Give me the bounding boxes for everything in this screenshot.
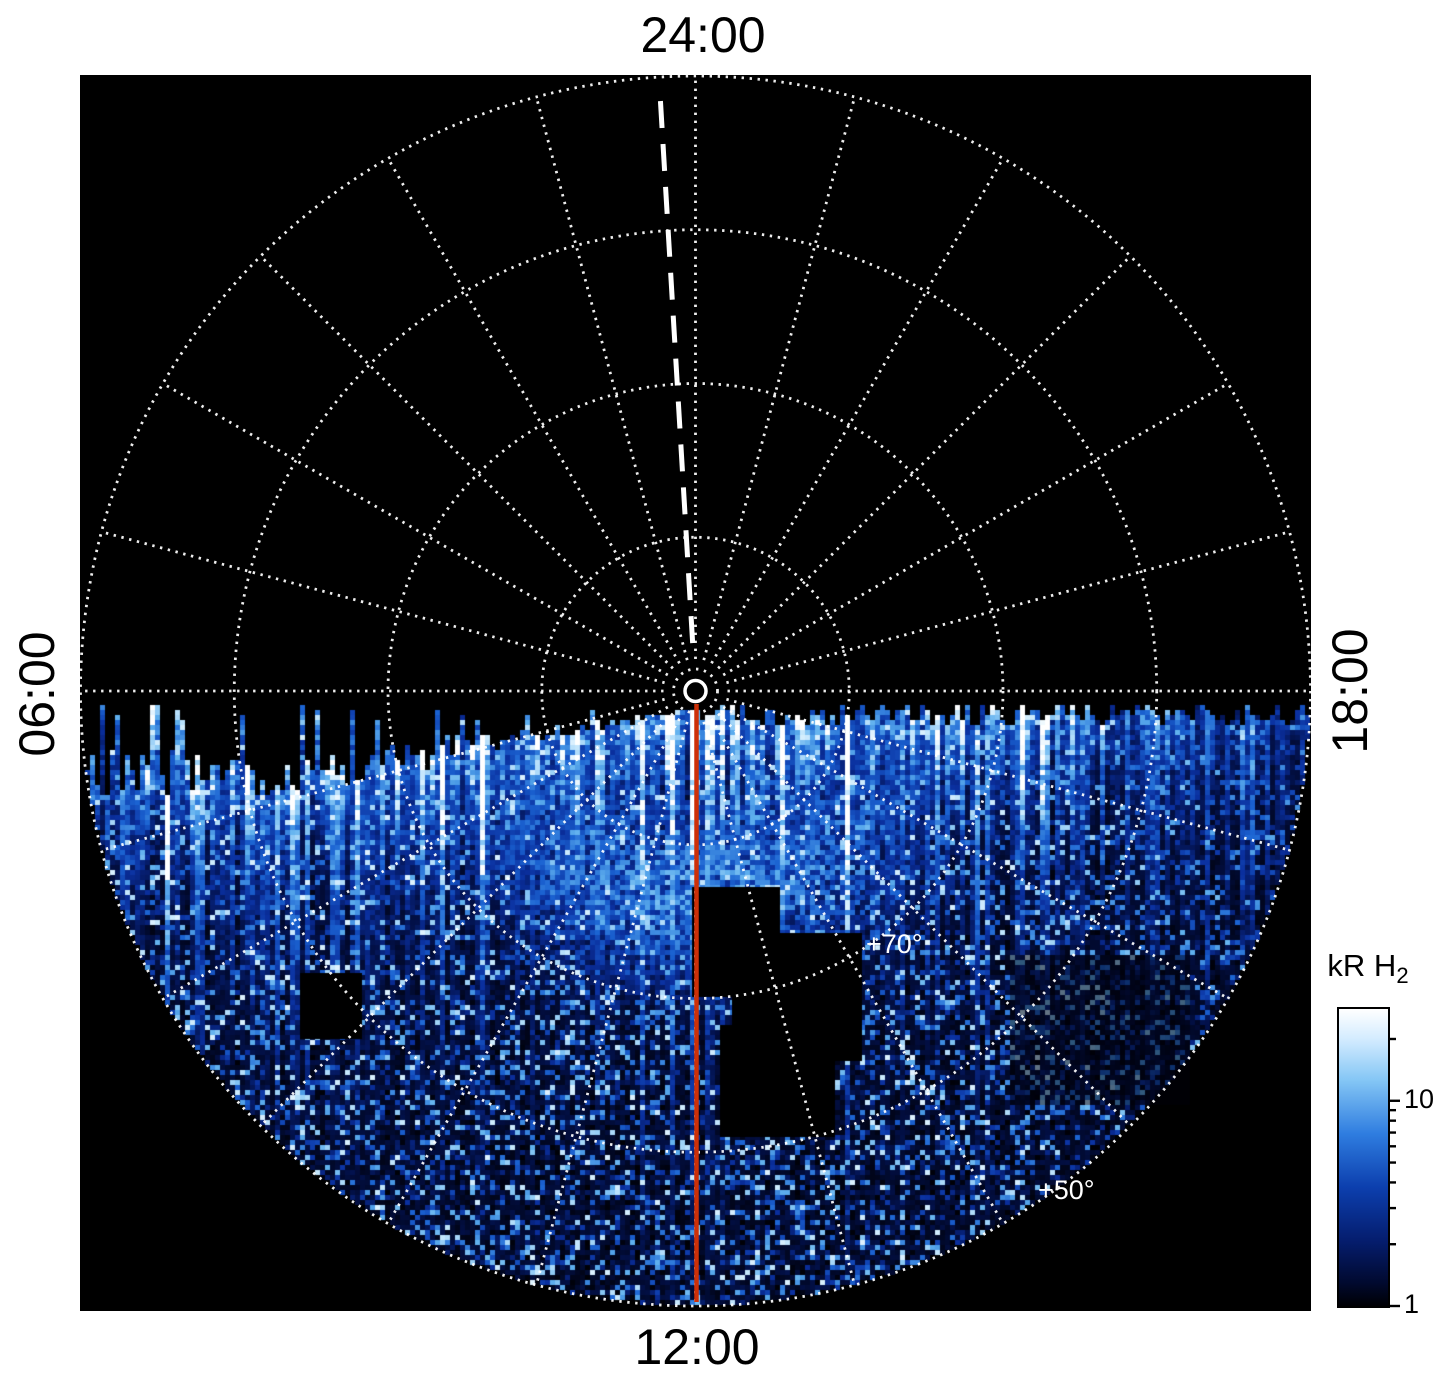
colorbar-tick-label-1: 1 <box>1404 1289 1420 1319</box>
latitude-ring <box>80 75 1311 1308</box>
colorbar-tick-label-10: 10 <box>1404 1083 1435 1114</box>
local-time-spoke <box>702 721 857 1286</box>
time-label-2400: 24:00 <box>640 7 766 63</box>
local-time-spoke <box>722 382 1229 677</box>
local-time-spoke <box>726 697 1290 852</box>
local-time-spoke <box>162 382 669 677</box>
local-time-spoke <box>722 705 1229 1000</box>
polar-plot-area: +70° +50° <box>80 75 1311 1311</box>
local-time-spoke <box>710 718 1005 1225</box>
polar-grid-overlay: +70° +50° <box>80 75 1311 1308</box>
local-time-spoke <box>702 96 857 661</box>
local-time-spoke <box>534 721 689 1286</box>
time-label-1200: 12:00 <box>634 1319 760 1375</box>
local-time-spoke <box>717 255 1132 670</box>
local-time-spoke <box>101 530 665 685</box>
latitude-ring <box>386 382 1005 1000</box>
colorbar-gradient <box>1337 1007 1390 1308</box>
colorbar-title: kR H2 <box>1327 948 1409 989</box>
time-label-1800: 18:00 <box>1322 628 1378 754</box>
polar-grid: +70° +50° <box>80 75 1311 1308</box>
local-time-spoke <box>101 697 665 852</box>
latitude-label-50: +50° <box>1038 1175 1095 1205</box>
local-time-spoke <box>259 255 674 670</box>
time-label-0600: 06:00 <box>9 631 65 757</box>
local-time-spoke <box>717 712 1132 1127</box>
pole-marker <box>683 678 708 704</box>
local-time-spoke <box>534 96 689 661</box>
colorbar-ticks <box>1390 1037 1400 1308</box>
trajectory-dashed-line <box>657 94 696 644</box>
latitude-label-70: +70° <box>866 929 923 959</box>
local-time-spoke <box>386 157 681 664</box>
local-time-spoke <box>726 530 1290 685</box>
local-time-spoke <box>162 705 669 1000</box>
local-time-spoke <box>259 712 674 1127</box>
local-time-spoke <box>386 718 681 1225</box>
latitude-ring <box>232 228 1159 1154</box>
local-time-spoke <box>710 157 1005 664</box>
